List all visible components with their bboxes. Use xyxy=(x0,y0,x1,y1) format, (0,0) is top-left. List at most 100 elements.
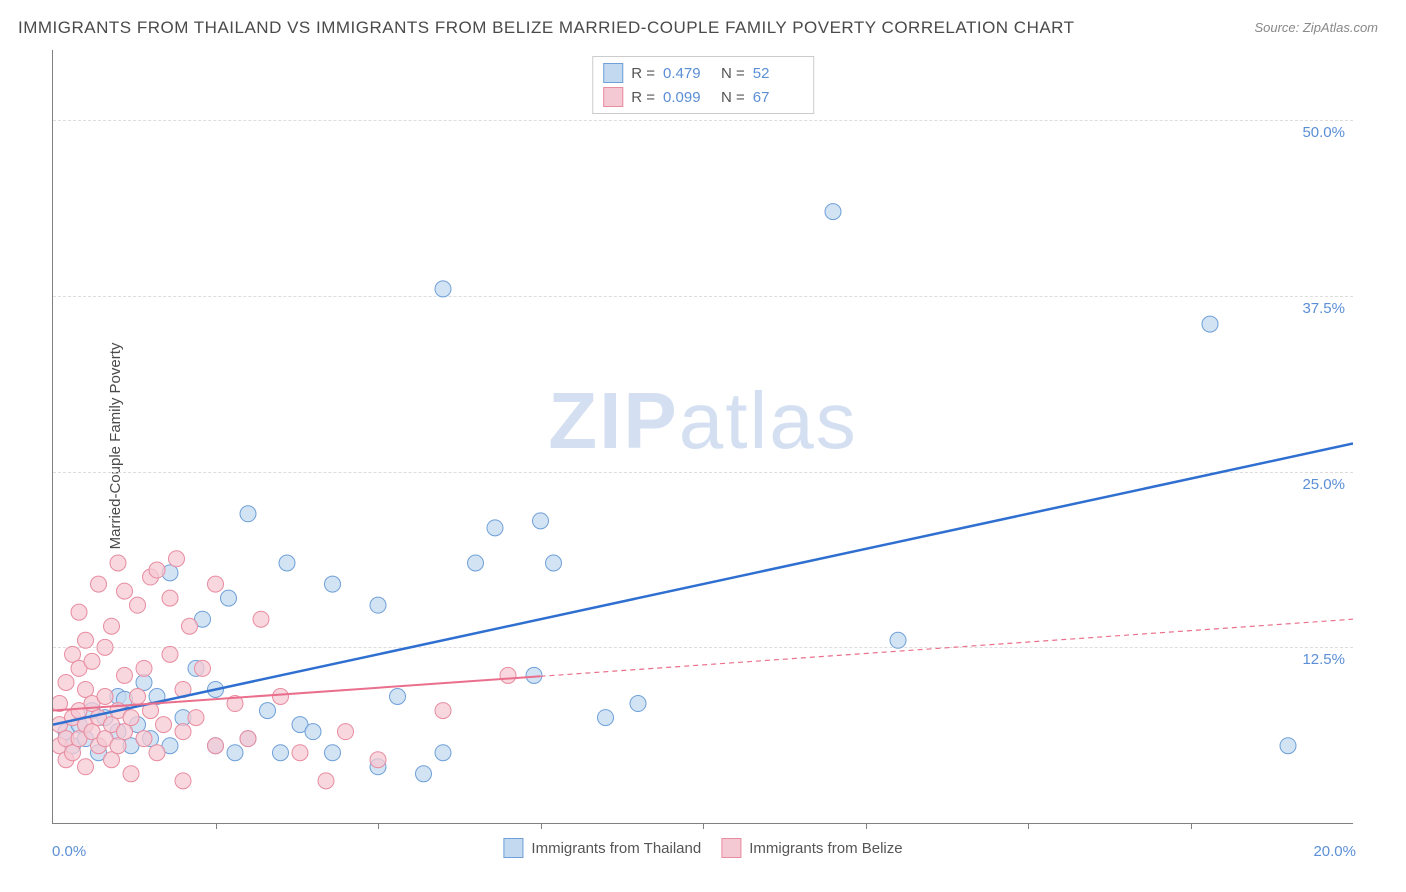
data-point xyxy=(78,632,94,648)
data-point xyxy=(104,618,120,634)
legend-r-label: R = xyxy=(631,89,655,106)
data-point xyxy=(71,604,87,620)
data-point xyxy=(630,696,646,712)
data-point xyxy=(825,204,841,220)
legend-item: Immigrants from Belize xyxy=(721,838,902,858)
data-point xyxy=(1280,738,1296,754)
data-point xyxy=(117,583,133,599)
data-point xyxy=(58,674,74,690)
data-point xyxy=(130,597,146,613)
legend-label: Immigrants from Belize xyxy=(749,840,902,857)
data-point xyxy=(370,752,386,768)
data-point xyxy=(182,618,198,634)
data-point xyxy=(104,752,120,768)
x-tick xyxy=(1191,823,1192,829)
data-point xyxy=(123,710,139,726)
data-point xyxy=(890,632,906,648)
data-point xyxy=(546,555,562,571)
chart-title: IMMIGRANTS FROM THAILAND VS IMMIGRANTS F… xyxy=(18,18,1075,38)
x-tick xyxy=(216,823,217,829)
data-point xyxy=(435,703,451,719)
data-point xyxy=(91,576,107,592)
data-point xyxy=(156,717,172,733)
legend-r-label: R = xyxy=(631,65,655,82)
data-point xyxy=(78,681,94,697)
x-tick xyxy=(703,823,704,829)
chart-plot-area: ZIPatlas 12.5%25.0%37.5%50.0% xyxy=(52,50,1353,824)
data-point xyxy=(273,689,289,705)
x-tick xyxy=(541,823,542,829)
data-point xyxy=(162,646,178,662)
data-point xyxy=(188,710,204,726)
data-point xyxy=(110,555,126,571)
data-point xyxy=(370,597,386,613)
data-point xyxy=(240,731,256,747)
data-point xyxy=(136,660,152,676)
data-point xyxy=(78,759,94,775)
series-legend: Immigrants from Thailand Immigrants from … xyxy=(503,838,902,858)
data-point xyxy=(1202,316,1218,332)
source-attribution: Source: ZipAtlas.com xyxy=(1254,20,1378,35)
data-point xyxy=(175,773,191,789)
data-point xyxy=(97,689,113,705)
data-point xyxy=(149,562,165,578)
data-point xyxy=(435,745,451,761)
x-tick xyxy=(378,823,379,829)
data-point xyxy=(500,667,516,683)
data-point xyxy=(65,745,81,761)
legend-r-value: 0.099 xyxy=(663,89,713,106)
data-point xyxy=(338,724,354,740)
legend-swatch xyxy=(603,63,623,83)
data-point xyxy=(169,551,185,567)
legend-row: R =0.479N =52 xyxy=(603,61,803,85)
data-point xyxy=(97,639,113,655)
data-point xyxy=(260,703,276,719)
legend-n-label: N = xyxy=(721,65,745,82)
data-point xyxy=(65,646,81,662)
legend-swatch xyxy=(603,87,623,107)
plot-svg xyxy=(53,50,1353,823)
data-point xyxy=(598,710,614,726)
data-point xyxy=(325,576,341,592)
legend-item: Immigrants from Thailand xyxy=(503,838,701,858)
data-point xyxy=(390,689,406,705)
data-point xyxy=(416,766,432,782)
data-point xyxy=(240,506,256,522)
data-point xyxy=(117,667,133,683)
legend-label: Immigrants from Thailand xyxy=(531,840,701,857)
data-point xyxy=(117,724,133,740)
data-point xyxy=(208,738,224,754)
x-axis-min-label: 0.0% xyxy=(52,843,86,860)
data-point xyxy=(175,724,191,740)
data-point xyxy=(136,731,152,747)
data-point xyxy=(110,738,126,754)
data-point xyxy=(162,590,178,606)
legend-swatch xyxy=(503,838,523,858)
x-tick xyxy=(866,823,867,829)
data-point xyxy=(253,611,269,627)
x-axis-max-label: 20.0% xyxy=(1313,843,1356,860)
data-point xyxy=(221,590,237,606)
data-point xyxy=(533,513,549,529)
legend-n-label: N = xyxy=(721,89,745,106)
data-point xyxy=(149,745,165,761)
data-point xyxy=(487,520,503,536)
data-point xyxy=(318,773,334,789)
data-point xyxy=(195,660,211,676)
data-point xyxy=(292,745,308,761)
legend-n-value: 52 xyxy=(753,65,803,82)
data-point xyxy=(435,281,451,297)
x-tick xyxy=(1028,823,1029,829)
data-point xyxy=(325,745,341,761)
data-point xyxy=(305,724,321,740)
data-point xyxy=(84,653,100,669)
trend-line-extrapolated xyxy=(541,619,1354,676)
data-point xyxy=(468,555,484,571)
data-point xyxy=(227,745,243,761)
data-point xyxy=(273,745,289,761)
data-point xyxy=(123,766,139,782)
legend-n-value: 67 xyxy=(753,89,803,106)
correlation-legend: R =0.479N =52R =0.099N =67 xyxy=(592,56,814,114)
data-point xyxy=(279,555,295,571)
trend-line xyxy=(53,444,1353,725)
